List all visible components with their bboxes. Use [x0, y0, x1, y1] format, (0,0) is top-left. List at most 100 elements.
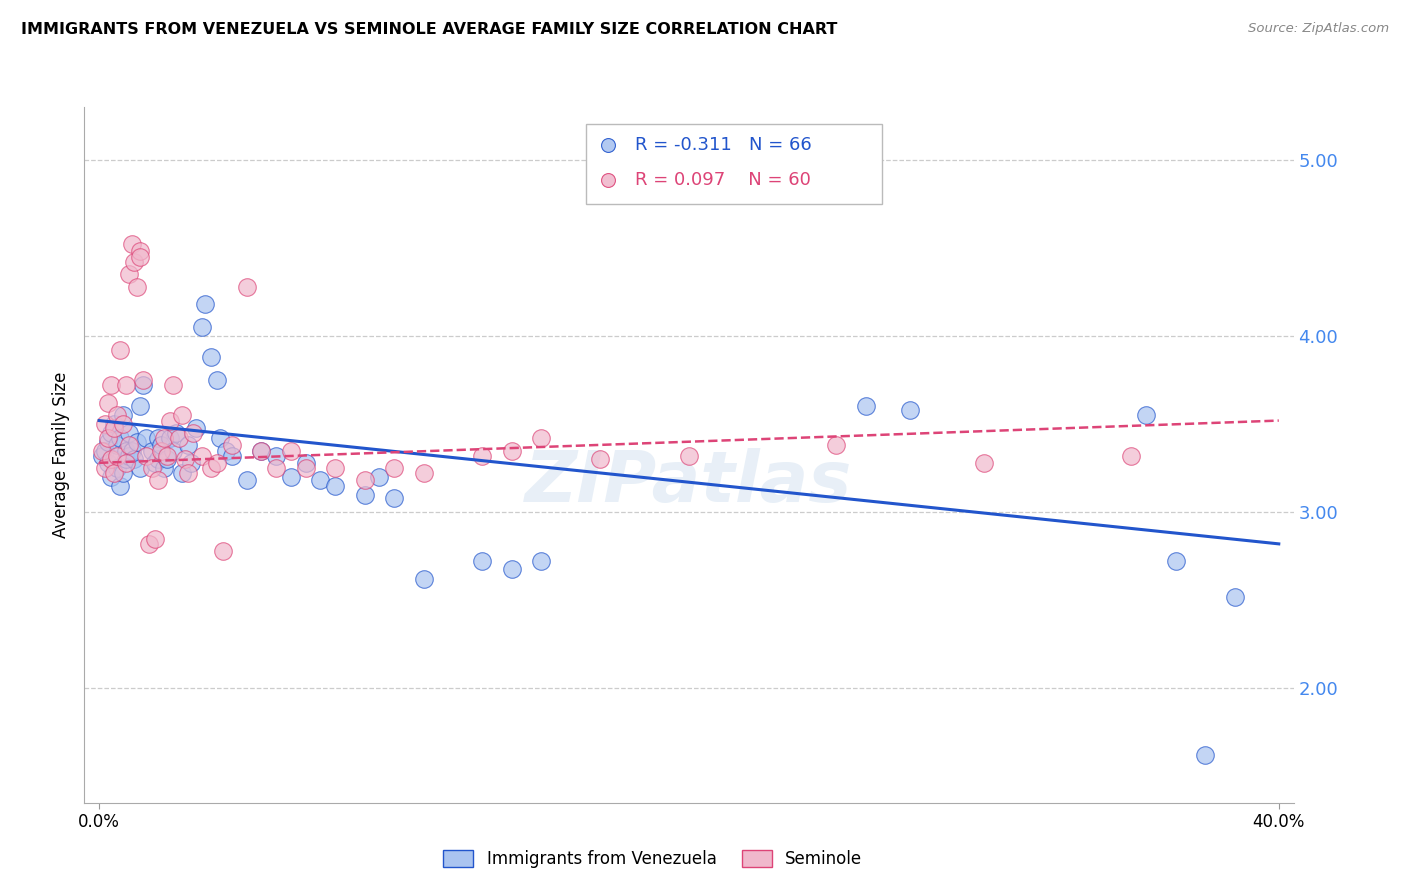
Point [121, 237, 143, 252]
Point [1135, 409, 1157, 423]
Point [530, 554, 553, 568]
Text: ZIPatlas: ZIPatlas [526, 449, 852, 517]
Point [97, 456, 120, 470]
Point [323, 461, 346, 475]
Point [94, 443, 117, 458]
Point [103, 452, 125, 467]
Point [176, 438, 198, 452]
Point [412, 572, 434, 586]
Point [138, 537, 160, 551]
Point [825, 438, 848, 452]
Point [264, 449, 287, 463]
Point [153, 431, 176, 445]
Point [205, 373, 228, 387]
Point [1365, 876, 1388, 890]
Point [159, 413, 181, 427]
Point [205, 456, 228, 470]
Point [191, 320, 214, 334]
Point [212, 544, 235, 558]
Text: IMMIGRANTS FROM VENEZUELA VS SEMINOLE AVERAGE FAMILY SIZE CORRELATION CHART: IMMIGRANTS FROM VENEZUELA VS SEMINOLE AV… [21, 22, 838, 37]
Point [208, 431, 231, 445]
Point [235, 474, 257, 488]
Point [108, 343, 131, 358]
Point [215, 443, 238, 458]
Point [264, 461, 287, 475]
Point [309, 474, 332, 488]
Point [100, 452, 122, 467]
Point [167, 431, 190, 445]
Point [129, 400, 152, 414]
Point [153, 461, 176, 475]
Point [235, 279, 257, 293]
Point [103, 467, 125, 481]
Point [114, 443, 136, 458]
Point [105, 438, 128, 452]
Point [530, 431, 553, 445]
Point [108, 431, 131, 445]
Point [127, 434, 149, 449]
Point [191, 449, 214, 463]
Point [294, 456, 316, 470]
Point [200, 461, 222, 475]
Point [141, 443, 163, 458]
Point [382, 491, 405, 505]
Point [117, 438, 139, 452]
Text: R = 0.097    N = 60: R = 0.097 N = 60 [634, 171, 810, 189]
Point [1121, 449, 1143, 463]
Point [121, 443, 143, 458]
Point [114, 456, 136, 470]
Point [141, 461, 163, 475]
Point [323, 479, 346, 493]
Point [146, 474, 169, 488]
Point [156, 452, 179, 467]
Point [186, 420, 208, 434]
Point [111, 409, 134, 423]
Point [294, 461, 316, 475]
Point [94, 461, 117, 475]
Point [162, 443, 184, 458]
Point [280, 443, 302, 458]
Point [1223, 590, 1246, 604]
Point [170, 409, 193, 423]
Point [97, 396, 120, 410]
Point [105, 409, 128, 423]
Point [135, 431, 157, 445]
Point [353, 487, 375, 501]
Point [501, 443, 523, 458]
Point [170, 467, 193, 481]
Text: Source: ZipAtlas.com: Source: ZipAtlas.com [1249, 22, 1389, 36]
Point [117, 268, 139, 282]
Point [114, 378, 136, 392]
Point [132, 373, 155, 387]
Point [471, 554, 494, 568]
Point [97, 431, 120, 445]
Point [100, 425, 122, 440]
Point [194, 297, 217, 311]
Point [129, 250, 152, 264]
Point [111, 417, 134, 431]
Point [150, 438, 173, 452]
Point [173, 452, 195, 467]
Point [114, 452, 136, 467]
Point [589, 452, 612, 467]
Point [165, 425, 187, 440]
Point [146, 431, 169, 445]
Point [129, 244, 152, 259]
Point [678, 449, 700, 463]
Point [221, 438, 243, 452]
Point [135, 449, 157, 463]
FancyBboxPatch shape [586, 124, 883, 204]
Point [855, 400, 877, 414]
Point [1194, 748, 1216, 763]
Point [146, 452, 169, 467]
Point [143, 532, 166, 546]
Point [1365, 867, 1388, 881]
Point [200, 350, 222, 364]
Point [91, 449, 114, 463]
Point [180, 456, 202, 470]
Point [103, 417, 125, 431]
Point [250, 443, 273, 458]
Legend: Immigrants from Venezuela, Seminole: Immigrants from Venezuela, Seminole [437, 843, 869, 874]
Point [150, 443, 173, 458]
Point [108, 479, 131, 493]
